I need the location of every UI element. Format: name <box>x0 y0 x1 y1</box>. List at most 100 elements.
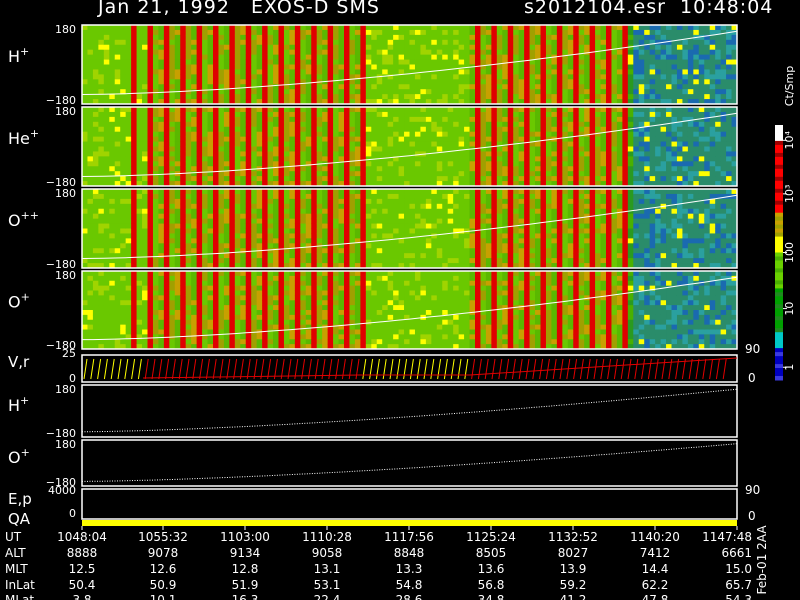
ephem-cell-mlt-8: 15.0 <box>725 562 752 576</box>
colorbar-cell-39 <box>775 280 783 285</box>
vr-tick-91 <box>702 358 707 380</box>
panel-label-2: O++ <box>8 209 39 230</box>
vr-tick-75 <box>593 358 598 380</box>
colorbar-cell-51 <box>775 328 783 333</box>
colorbar-cell-46 <box>775 308 783 313</box>
vr-tick-89 <box>688 358 693 380</box>
colorbar-cell-1 <box>775 129 783 134</box>
vr-tick-77 <box>607 358 612 380</box>
ephem-cell-ut-2: 1103:00 <box>220 530 270 544</box>
vr-tick-92 <box>709 358 714 380</box>
ephem-cell-alt-0: 8888 <box>67 546 98 560</box>
vr-tick-15 <box>185 358 190 380</box>
colorbar-cell-48 <box>775 316 783 321</box>
colorbar-cell-49 <box>775 320 783 325</box>
vr-tick-61 <box>498 358 503 380</box>
ephem-row-label-alt: ALT <box>5 546 26 560</box>
vr-tick-24 <box>246 358 251 380</box>
colorbar-cell-28 <box>775 236 783 242</box>
vr-tick-62 <box>505 358 510 380</box>
colorbar-cell-61 <box>775 368 783 373</box>
ephem-cell-mlat-8: 54.3 <box>725 593 752 600</box>
ephem-cell-mlt-7: 14.4 <box>642 562 669 576</box>
vr-tick-13 <box>171 358 176 380</box>
colorbar-tick-1: 10³ <box>783 185 796 203</box>
vr-tick-18 <box>205 358 210 380</box>
colorbar-cell-58 <box>775 356 783 361</box>
colorbar-cell-59 <box>775 360 783 365</box>
ephem-cell-mlat-2: 16.3 <box>232 593 259 600</box>
vr-tick-45 <box>389 358 394 380</box>
ephem-cell-ut-3: 1110:28 <box>302 530 352 544</box>
vr-tick-55 <box>457 358 462 380</box>
line-panel-ytick-bottom-0: −180 <box>46 427 76 440</box>
vr-tick-21 <box>226 358 231 380</box>
ephem-cell-inlat-3: 53.1 <box>314 578 341 592</box>
heatmap-panel-1 <box>81 106 738 187</box>
colorbar-cell-43 <box>775 296 783 301</box>
ephem-cell-ut-7: 1140:20 <box>630 530 680 544</box>
vr-tick-25 <box>253 358 258 380</box>
vr-tick-76 <box>600 358 605 380</box>
vr-tick-41 <box>362 358 367 380</box>
colorbar-cell-56 <box>775 348 783 353</box>
vr-tick-83 <box>647 358 652 380</box>
colorbar-cell-7 <box>775 152 783 158</box>
vr-tick-63 <box>511 358 516 380</box>
vr-tick-2 <box>97 358 102 380</box>
colorbar-cell-37 <box>775 272 783 277</box>
heatmap-panel-3 <box>81 270 738 350</box>
colorbar-cell-6 <box>775 148 783 154</box>
colorbar-cell-29 <box>775 240 783 245</box>
file-time-title: s2012104.esr 10:48:04 <box>524 0 774 18</box>
ephem-cell-mlt-3: 13.1 <box>314 562 341 576</box>
colorbar-cell-40 <box>775 284 783 289</box>
qa-label: QA <box>8 510 31 528</box>
line-panel-label-0: H+ <box>8 394 29 415</box>
vr-tick-84 <box>654 358 659 380</box>
panel-label-sup-3: + <box>21 291 30 304</box>
ep-ytick-right-top: 90 <box>745 483 760 497</box>
line-panel-ytick-top-1: 180 <box>55 438 76 451</box>
vr-tick-0 <box>83 358 88 380</box>
colorbar-cell-18 <box>775 196 783 202</box>
colorbar-cell-31 <box>775 248 783 253</box>
colorbar-cell-25 <box>775 224 783 230</box>
ep-ytick-right-bottom: 0 <box>748 509 756 523</box>
vr-tick-88 <box>681 358 686 380</box>
ephem-cell-alt-8: 6661 <box>721 546 752 560</box>
vr-tick-20 <box>219 358 224 380</box>
vr-tick-12 <box>165 358 170 380</box>
colorbar-cell-30 <box>775 244 783 249</box>
colorbar-cell-47 <box>775 312 783 317</box>
line-panel-trace-1 <box>81 443 738 482</box>
panel-label-3: O+ <box>8 291 30 312</box>
colorbar-cell-20 <box>775 204 783 210</box>
line-panel-label-1: O+ <box>8 446 30 467</box>
vr-tick-23 <box>239 358 244 380</box>
panel-ytick-top-0: 180 <box>55 23 76 36</box>
colorbar-tick-3: 10 <box>783 302 796 316</box>
heatmap-panel-2 <box>81 188 738 269</box>
ephem-cell-mlt-1: 12.6 <box>150 562 177 576</box>
line-panel-ytick-top-0: 180 <box>55 383 76 396</box>
ep-ytick-bottom: 0 <box>69 507 76 520</box>
vr-tick-40 <box>355 358 360 380</box>
ephem-cell-mlat-7: 47.8 <box>642 593 669 600</box>
colorbar-cell-15 <box>775 184 783 190</box>
ephem-cell-inlat-4: 54.8 <box>396 578 423 592</box>
colorbar-cell-50 <box>775 324 783 329</box>
panel-label-sup-1: + <box>30 127 39 140</box>
vr-tick-52 <box>437 358 442 380</box>
ephem-cell-alt-4: 8848 <box>394 546 425 560</box>
colorbar-cell-42 <box>775 292 783 297</box>
vr-tick-68 <box>545 358 550 380</box>
vr-tick-49 <box>416 358 421 380</box>
panel-ytick-bottom-1: −180 <box>46 176 76 189</box>
ephem-cell-alt-1: 9078 <box>148 546 179 560</box>
vr-tick-43 <box>375 358 380 380</box>
ephem-cell-mlt-4: 13.3 <box>396 562 423 576</box>
vr-tick-93 <box>715 358 720 380</box>
vr-tick-81 <box>634 358 639 380</box>
side-label: Feb-01 2AA <box>755 525 769 595</box>
